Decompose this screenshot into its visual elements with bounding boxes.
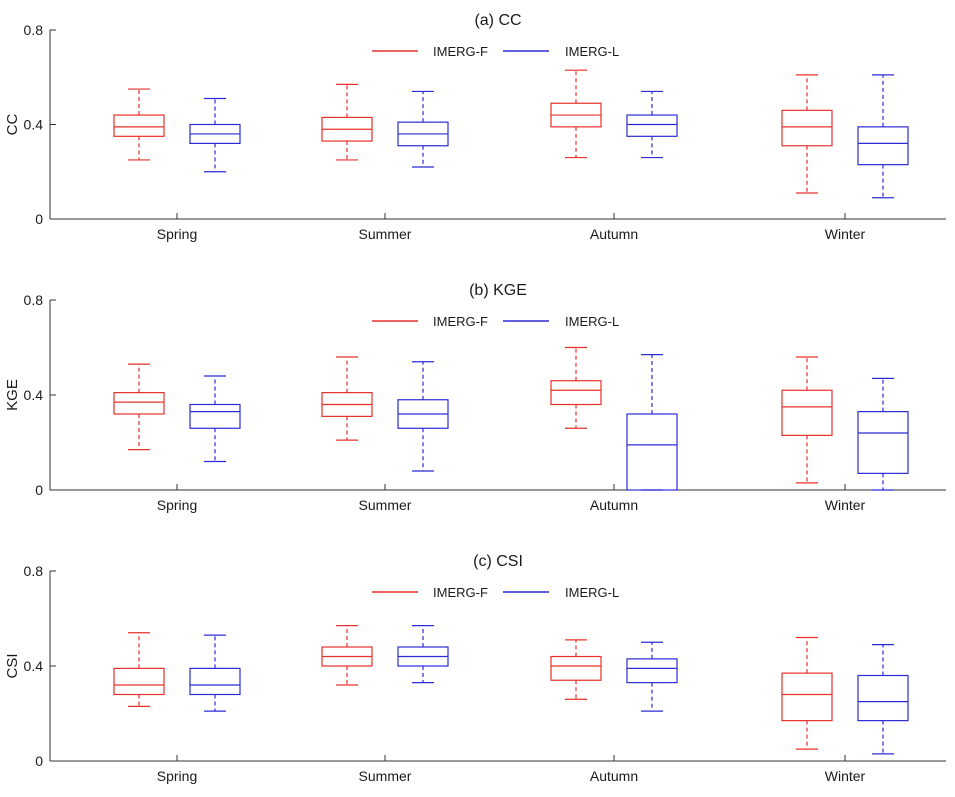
box-iqr bbox=[857, 126, 909, 166]
x-tick-label: Spring bbox=[157, 768, 197, 784]
box-iqr bbox=[113, 114, 165, 137]
y-tick-label: 0.4 bbox=[24, 387, 44, 403]
legend-label: IMERG-L bbox=[565, 585, 619, 600]
x-tick-label: Autumn bbox=[590, 497, 638, 513]
box-iqr bbox=[550, 655, 602, 681]
box-iqr bbox=[189, 403, 241, 429]
y-axis-label: KGE bbox=[4, 379, 21, 411]
x-tick-label: Summer bbox=[359, 497, 412, 513]
box-plot-item bbox=[113, 632, 165, 707]
box-iqr bbox=[113, 667, 165, 696]
box-plot-item bbox=[626, 641, 678, 712]
box-plot-item bbox=[113, 88, 165, 161]
box-plot-item bbox=[781, 74, 833, 194]
box-plot-item bbox=[857, 74, 909, 199]
box-plot-item bbox=[113, 363, 165, 451]
box-iqr bbox=[781, 109, 833, 147]
chart-panel bbox=[49, 570, 946, 762]
y-tick-label: 0.4 bbox=[24, 117, 44, 133]
y-tick-label: 0.4 bbox=[24, 658, 44, 674]
box-iqr bbox=[781, 389, 833, 436]
box-plot-item bbox=[189, 634, 241, 712]
x-tick-label: Autumn bbox=[590, 226, 638, 242]
box-iqr bbox=[189, 667, 241, 696]
chart-title: (b) KGE bbox=[469, 282, 527, 299]
box-plot-item bbox=[189, 97, 241, 173]
x-tick-label: Spring bbox=[157, 497, 197, 513]
box-plot-item bbox=[397, 625, 449, 684]
box-iqr bbox=[857, 411, 909, 474]
x-tick-label: Winter bbox=[825, 768, 866, 784]
legend-label: IMERG-F bbox=[433, 585, 488, 600]
y-tick-label: 0 bbox=[35, 482, 43, 498]
box-iqr bbox=[857, 674, 909, 722]
box-plot-item bbox=[626, 90, 678, 159]
box-iqr bbox=[626, 658, 678, 684]
y-tick-label: 0.8 bbox=[24, 292, 44, 308]
y-tick-label: 0.8 bbox=[24, 22, 44, 38]
box-plot-item bbox=[550, 346, 602, 429]
y-tick-label: 0 bbox=[35, 753, 43, 769]
box-iqr bbox=[626, 413, 678, 491]
chart-title: (c) CSI bbox=[473, 553, 523, 570]
box-iqr bbox=[626, 114, 678, 137]
box-plot-item bbox=[857, 644, 909, 755]
box-plot-item bbox=[397, 90, 449, 168]
box-iqr bbox=[113, 392, 165, 415]
box-plot-item bbox=[550, 639, 602, 700]
x-tick-label: Summer bbox=[359, 226, 412, 242]
chart-title: (a) CC bbox=[474, 12, 521, 29]
box-plot-item bbox=[321, 356, 373, 441]
x-tick-label: Winter bbox=[825, 226, 866, 242]
legend-label: IMERG-F bbox=[433, 314, 488, 329]
box-iqr bbox=[550, 380, 602, 406]
box-plot-item bbox=[321, 625, 373, 686]
x-tick-label: Winter bbox=[825, 497, 866, 513]
y-tick-label: 0 bbox=[35, 211, 43, 227]
chart-panel bbox=[49, 299, 946, 491]
box-iqr bbox=[781, 672, 833, 722]
box-plot-item bbox=[189, 375, 241, 463]
box-plot-item bbox=[550, 69, 602, 159]
legend-label: IMERG-F bbox=[433, 44, 488, 59]
x-tick-label: Spring bbox=[157, 226, 197, 242]
x-tick-label: Summer bbox=[359, 768, 412, 784]
legend-label: IMERG-L bbox=[565, 44, 619, 59]
chart-panel bbox=[49, 29, 946, 220]
box-plot-item bbox=[321, 83, 373, 161]
y-axis-label: CC bbox=[4, 114, 21, 136]
legend-label: IMERG-L bbox=[565, 314, 619, 329]
box-plot-item bbox=[781, 636, 833, 750]
y-axis-label: CSI bbox=[4, 653, 21, 678]
box-plot-item bbox=[397, 361, 449, 472]
y-tick-label: 0.8 bbox=[24, 563, 44, 579]
x-tick-label: Autumn bbox=[590, 768, 638, 784]
box-plot-item bbox=[781, 356, 833, 484]
box-plot-item bbox=[626, 354, 678, 491]
box-plot-item bbox=[857, 377, 909, 491]
